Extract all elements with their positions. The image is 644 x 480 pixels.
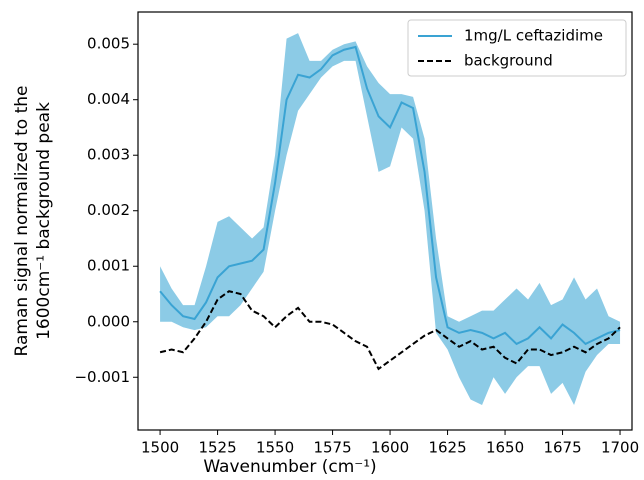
x-tick-label: 1550 [256,439,294,457]
y-tick-label: 0.002 [87,201,130,219]
x-tick-label: 1675 [543,439,581,457]
x-tick-label: 1575 [313,439,351,457]
legend-label: background [464,52,553,70]
data-line [159,290,621,371]
y-axis-label: 1600cm⁻¹ background peak [34,102,54,340]
x-tick-label: 1600 [371,439,409,457]
x-tick-label: 1700 [601,439,639,457]
x-tick-label: 1650 [486,439,524,457]
y-tick-label: 0.003 [87,146,130,164]
legend-label: 1mg/L ceftazidime [464,27,603,45]
x-axis-label: Wavenumber (cm⁻¹) [203,457,376,477]
y-tick-label: 0.001 [87,257,130,275]
plot-frame [137,11,633,431]
y-tick-label: 0.005 [87,35,130,53]
x-tick-label: 1525 [198,439,236,457]
y-tick-label: 0.000 [87,312,130,330]
error-band [160,33,621,406]
legend-box [407,19,627,77]
y-axis-label: Raman signal normalized to the [12,86,32,357]
x-tick-label: 1625 [428,439,466,457]
y-tick-label: −0.001 [74,368,130,386]
data-line [159,45,621,346]
y-tick-label: 0.004 [87,90,130,108]
x-tick-label: 1500 [141,439,179,457]
